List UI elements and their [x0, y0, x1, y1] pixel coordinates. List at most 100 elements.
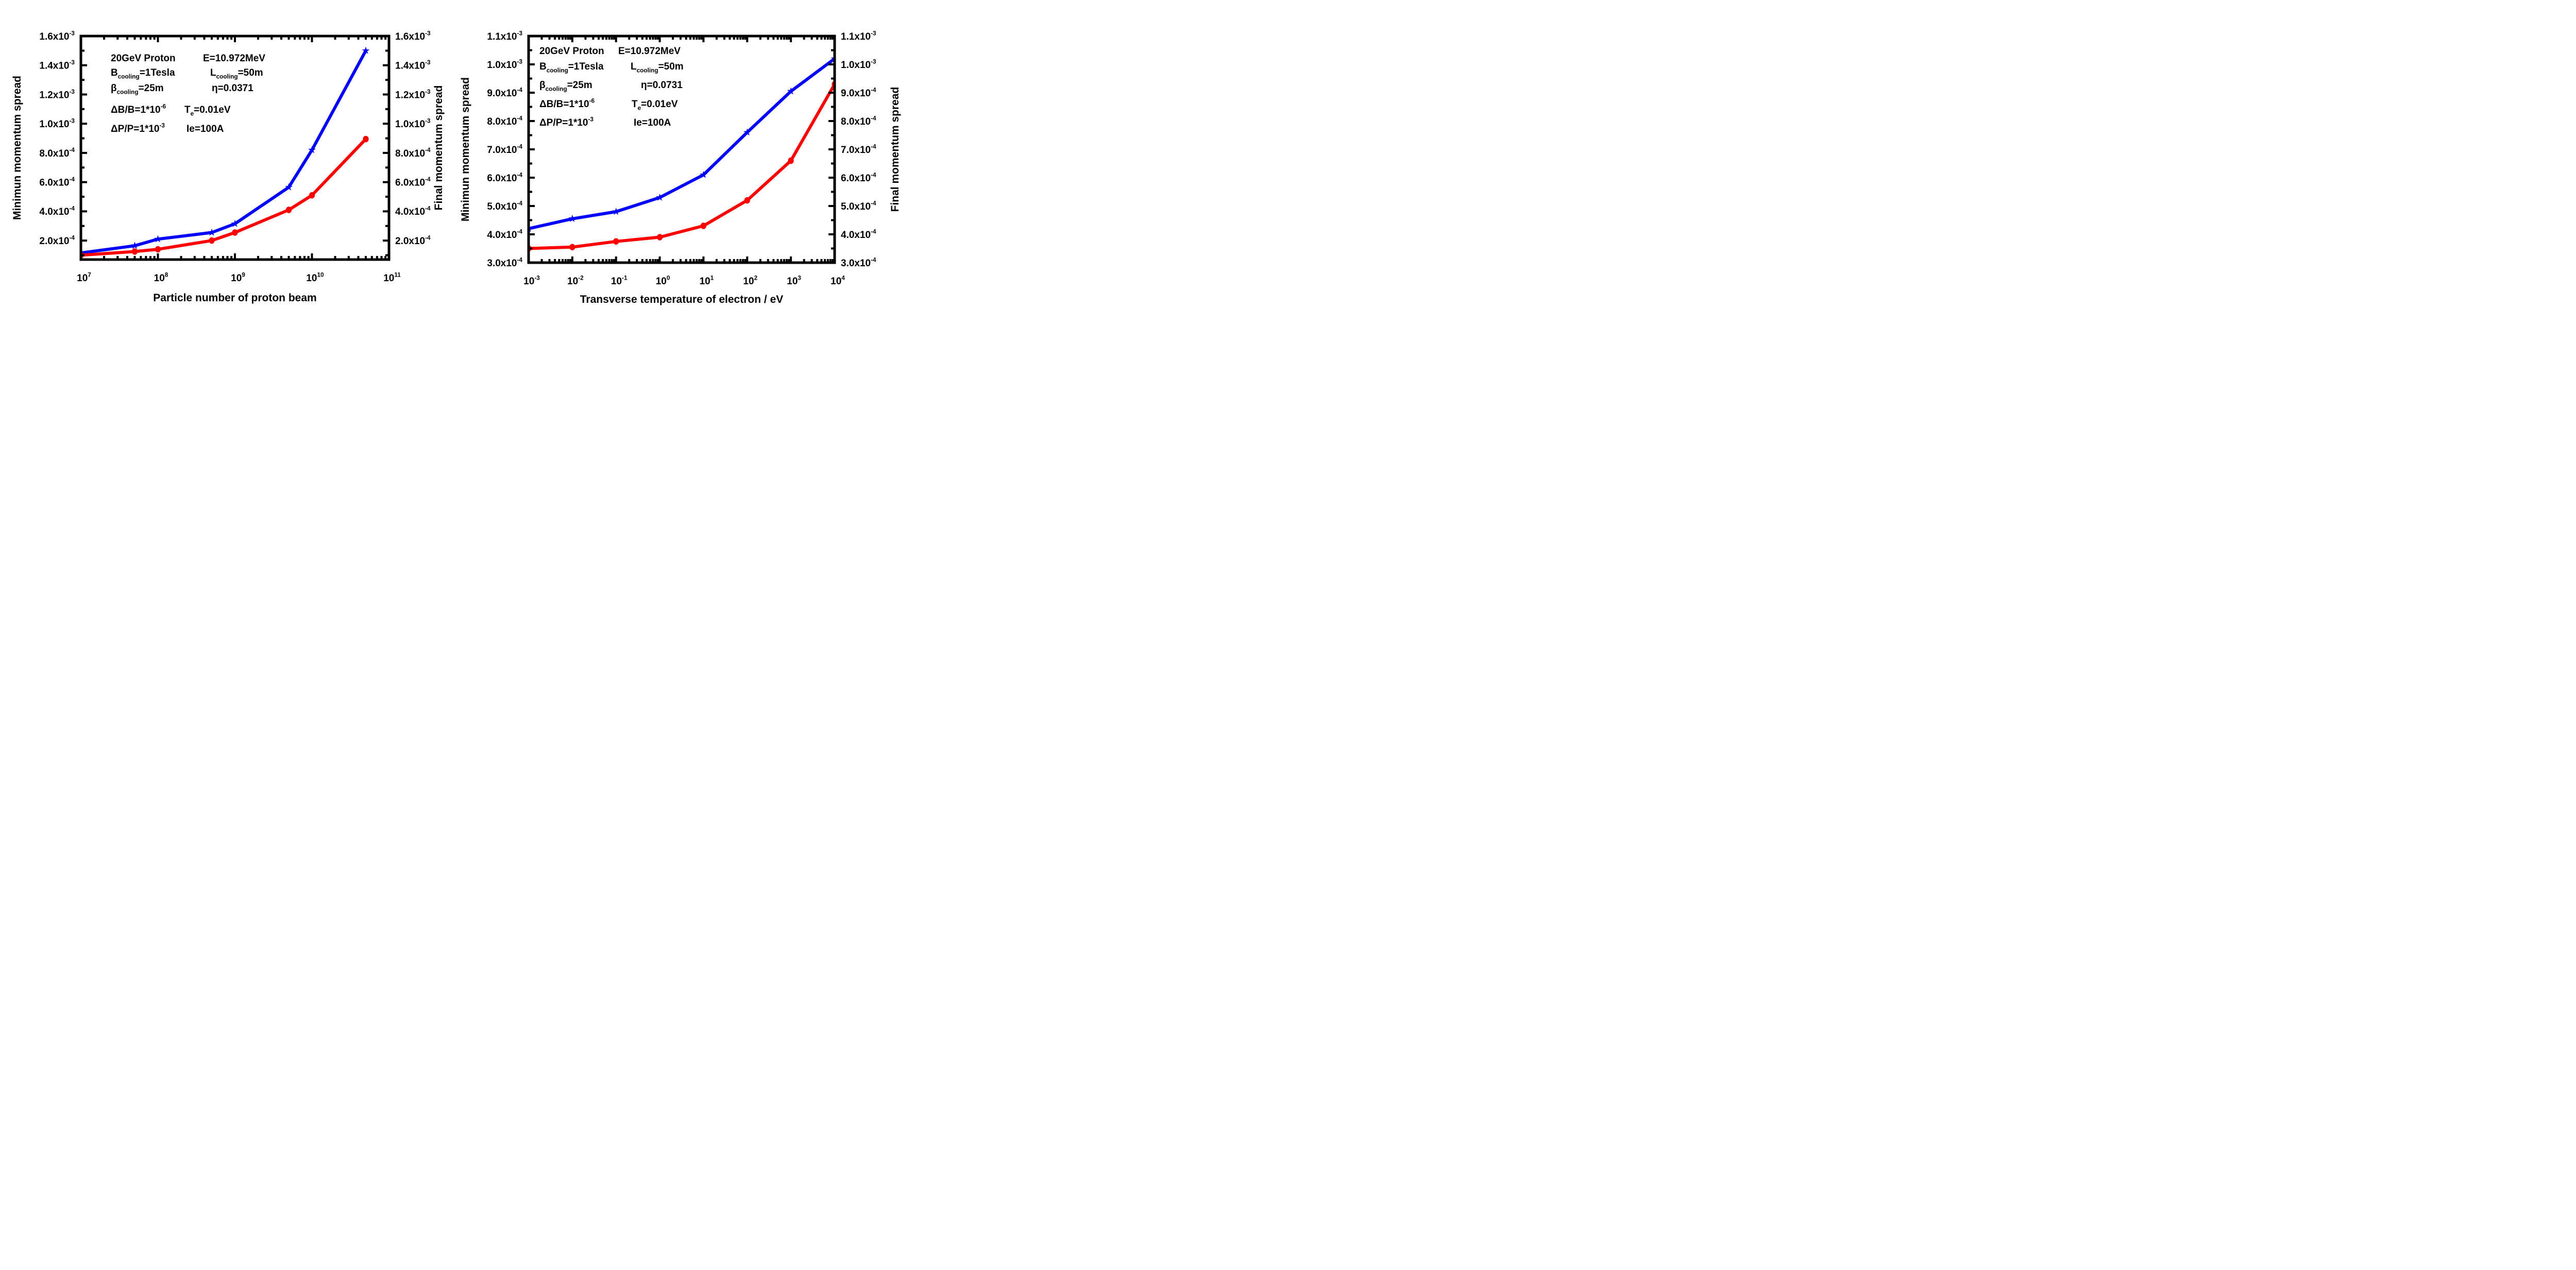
annotation-text: Ie=100A [187, 124, 224, 134]
y-left-tick-label: 1.4x10-3 [39, 59, 75, 72]
y-left-tick-label: 8.0x10-4 [39, 146, 75, 159]
blue-star-series-marker [131, 242, 139, 249]
x-tick-label: 109 [231, 271, 245, 284]
blue-star-series-marker [787, 87, 795, 95]
x-axis-title: Particle number of proton beam [153, 292, 316, 304]
y-left-tick-label: 1.0x10-3 [487, 58, 522, 71]
proton-number-chart: 107 108 109 1010 1011 2.0x10-4 4.0x10-4 6.0x10-… [11, 29, 445, 304]
electron-temperature-plot-area [527, 35, 836, 264]
red-circle-series-marker [700, 222, 706, 229]
y-left-tick-label: 4.0x10-4 [39, 205, 75, 218]
electron-temperature-series-group [529, 55, 835, 252]
blue-star-series-marker [308, 146, 316, 153]
annotation-text: βcooling=25m [111, 83, 164, 96]
y-right-tick-label: 2.0x10-4 [395, 234, 431, 247]
y-right-axis-title: Final momentum spread [433, 85, 445, 211]
red-circle-series-marker [209, 237, 215, 244]
blue-star-series-line [81, 49, 367, 255]
x-tick-label: 102 [743, 274, 757, 287]
y-left-tick-label: 8.0x10-4 [487, 114, 522, 127]
annotation-text: Bcooling=1Tesla [539, 61, 604, 74]
x-axis-title: Transverse temperature of electron / eV [580, 294, 784, 305]
y-left-tick-label: 3.0x10-4 [487, 256, 522, 269]
annotation-text: Te=0.01eV [184, 105, 231, 117]
annotation-text: E=10.972MeV [203, 53, 265, 64]
y-left-tick-label: 1.6x10-3 [39, 29, 75, 42]
red-circle-series-marker [613, 238, 619, 245]
annotation-text: Lcooling=50m [210, 67, 263, 80]
x-tick-label: 101 [700, 274, 714, 287]
x-tick-label: 10-2 [567, 274, 584, 287]
electron-temperature-chart: 10-3 10-2 10-1 100 101 102 103 104 3.0x10-4 4.0x1… [460, 29, 901, 305]
annotation-text: Bcooling=1Tesla [111, 67, 175, 80]
blue-star-series-marker [656, 193, 664, 201]
annotation-text: η=0.0731 [641, 80, 683, 91]
annotation-text: Te=0.01eV [632, 99, 678, 112]
red-circle-series-marker [155, 246, 161, 253]
blue-star-series-line [529, 57, 835, 230]
blue-star-series-marker [612, 208, 620, 215]
red-circle-series-marker [744, 197, 750, 204]
y-left-axis-title: Minimun momentum spread [460, 77, 471, 221]
x-tick-label: 100 [656, 274, 670, 287]
blue-star-series-marker [285, 183, 293, 191]
y-left-tick-label: 4.0x10-4 [487, 228, 522, 241]
annotation-text: ΔP/P=1*10-3 [111, 122, 165, 134]
y-left-tick-label: 1.1x10-3 [487, 29, 522, 42]
annotation-text: Ie=100A [634, 117, 671, 128]
y-left-tick-label: 1.0x10-3 [39, 117, 75, 130]
annotation-text: 20GeV Proton [111, 53, 176, 64]
blue-star-series-marker [700, 170, 707, 178]
chart-figure-proton-number: 107 108 109 1010 1011 2.0x10-4 4.0x10-4 6.0x10-… [0, 0, 453, 318]
y-right-tick-label: 5.0x10-4 [841, 199, 876, 212]
proton-number-plot-area [79, 35, 391, 261]
red-circle-series-marker [131, 248, 138, 255]
red-circle-series-marker [309, 192, 315, 199]
y-left-tick-label: 6.0x10-4 [39, 176, 75, 188]
red-circle-series-marker [657, 234, 663, 241]
y-right-tick-label: 9.0x10-4 [841, 86, 876, 99]
proton-number-frame [79, 35, 391, 261]
y-right-tick-label: 6.0x10-4 [841, 171, 876, 184]
x-tick-label: 10-1 [611, 274, 628, 287]
red-circle-series-marker [285, 207, 292, 213]
proton-number-series-group [81, 46, 370, 259]
x-tick-label: 104 [831, 274, 845, 287]
y-left-tick-label: 2.0x10-4 [39, 234, 75, 247]
x-tick-label: 107 [77, 271, 91, 284]
annotation-text: E=10.972MeV [618, 46, 681, 57]
x-tick-label: 103 [787, 274, 801, 287]
annotation-text: ΔB/B=1*10-6 [539, 97, 595, 110]
y-right-tick-label: 1.2x10-3 [395, 88, 431, 101]
x-tick-label: 1011 [383, 271, 401, 284]
y-right-tick-label: 6.0x10-4 [395, 176, 431, 188]
annotation-text: 20GeV Proton [539, 46, 604, 57]
blue-star-series-marker [154, 235, 162, 243]
y-left-tick-label: 6.0x10-4 [487, 171, 522, 184]
y-right-tick-label: 8.0x10-4 [395, 146, 431, 159]
y-left-axis-title: Minimun momentum spread [11, 76, 23, 220]
chart-figure-electron-temperature: 10-3 10-2 10-1 100 101 102 103 104 3.0x10-4 4.0x1… [453, 0, 907, 318]
annotation-text: Lcooling=50m [631, 61, 684, 74]
annotation-text: ΔB/B=1*10-6 [111, 102, 166, 115]
proton-number-ticks [80, 35, 390, 260]
x-tick-label: 1010 [306, 271, 324, 284]
y-right-tick-label: 1.0x10-3 [841, 58, 876, 71]
annotation-text: η=0.0371 [212, 83, 253, 94]
y-right-tick-label: 1.6x10-3 [395, 29, 431, 42]
annotation-text: βcooling=25m [539, 80, 592, 93]
red-circle-series-marker [569, 244, 575, 251]
y-left-tick-label: 7.0x10-4 [487, 143, 522, 156]
blue-star-series-marker [208, 228, 216, 236]
y-right-tick-label: 1.1x10-3 [841, 29, 876, 42]
blue-star-series-marker [568, 214, 577, 222]
blue-star-series-marker [743, 128, 751, 136]
x-tick-label: 108 [154, 271, 168, 284]
electron-temperature-ticks [528, 35, 836, 264]
y-right-tick-label: 4.0x10-4 [395, 205, 431, 218]
blue-star-series-marker [362, 46, 370, 54]
red-circle-series-marker [788, 157, 794, 164]
y-right-axis-title: Final momentum spread [889, 87, 901, 212]
blue-star-series-marker [231, 219, 239, 227]
y-right-tick-label: 3.0x10-4 [841, 256, 876, 269]
